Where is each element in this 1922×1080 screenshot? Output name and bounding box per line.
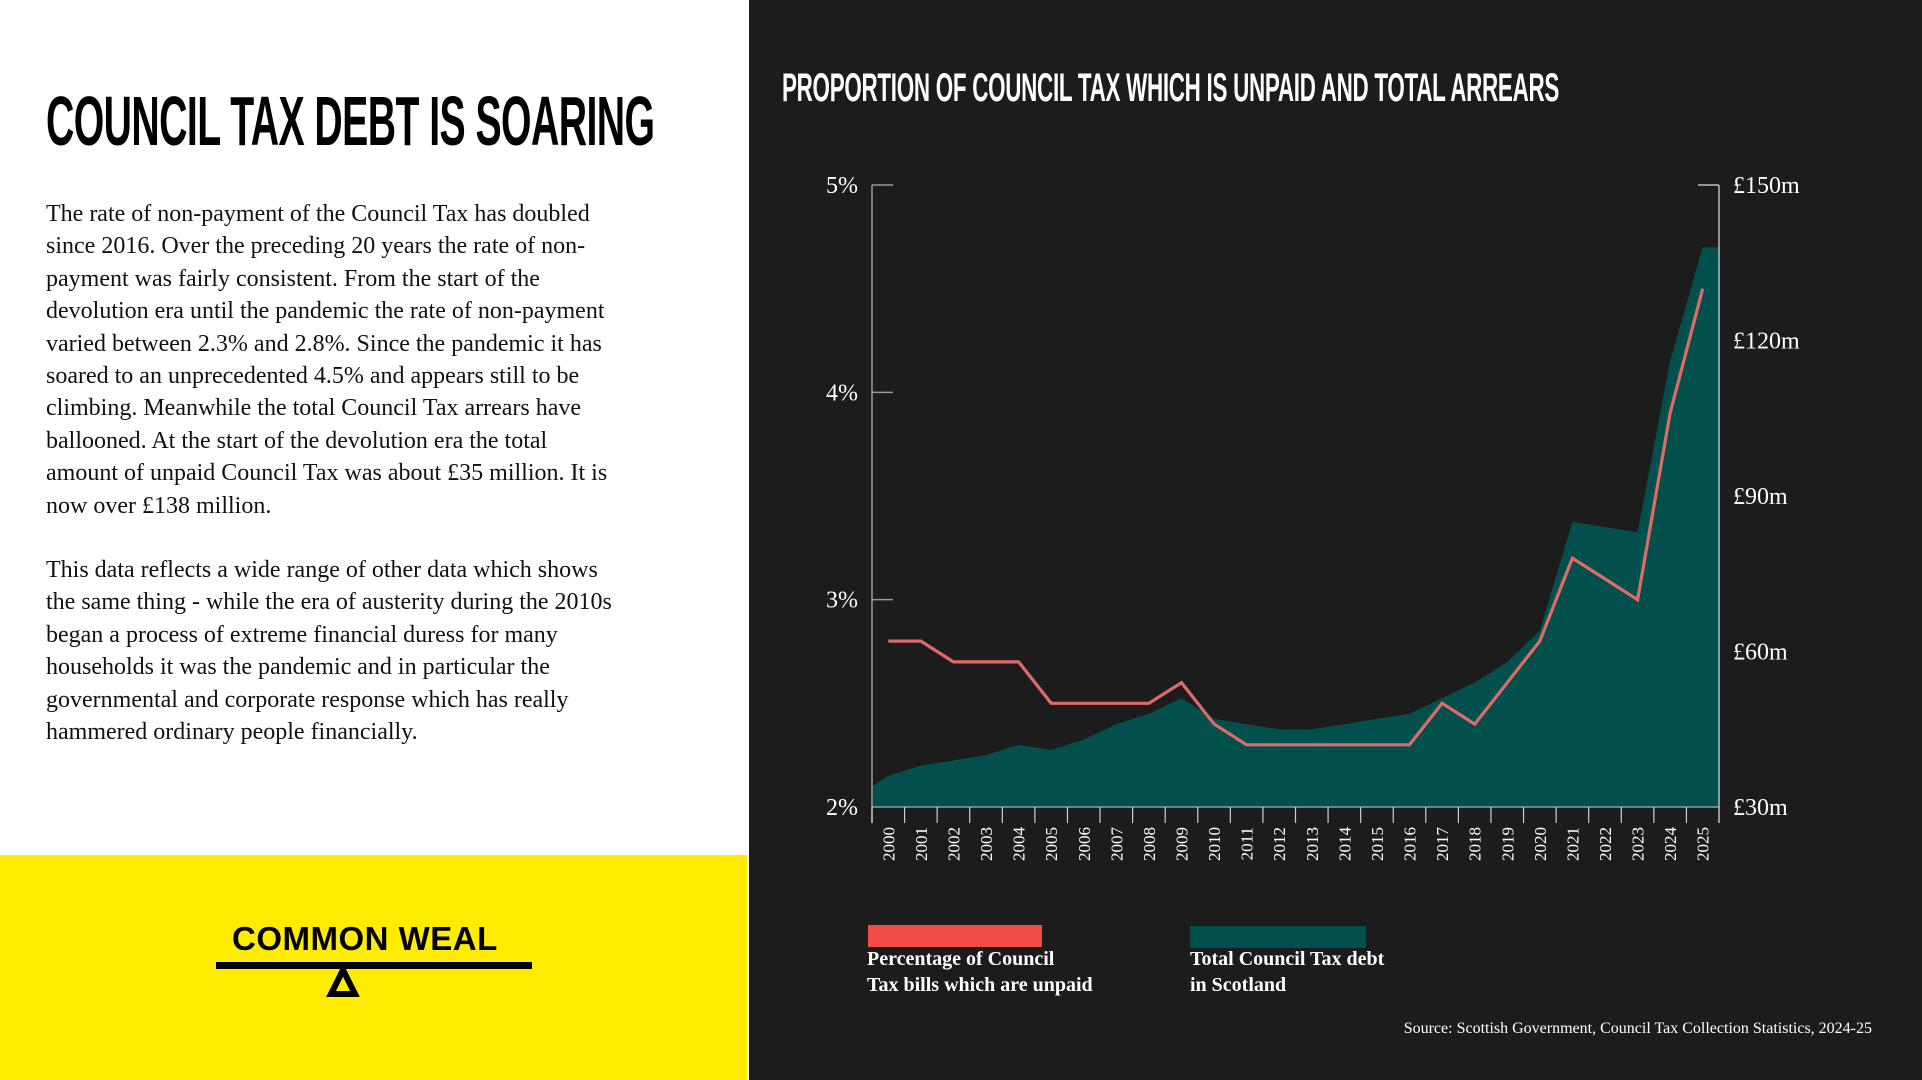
paragraph-line: ballooned. At the start of the devolutio…: [46, 427, 548, 454]
paragraph-line: governmental and corporate response whic…: [46, 686, 569, 713]
seesaw-balance-icon: [216, 962, 532, 997]
x-axis-label-2019: 2019: [1498, 827, 1517, 861]
left-axis-label: 3%: [826, 588, 858, 614]
left-axis-label: 5%: [826, 173, 858, 199]
paragraph-line: devolution era until the pandemic the ra…: [46, 298, 605, 325]
x-axis-label-2017: 2017: [1433, 827, 1452, 862]
legend-swatch-debt: [1190, 926, 1366, 948]
line-series-unpaid-percentage: [888, 288, 1705, 747]
x-axis-label-2021: 2021: [1563, 827, 1582, 861]
paragraph-line: This data reflects a wide range of other…: [46, 557, 598, 583]
x-axis-label-2009: 2009: [1172, 827, 1191, 861]
x-axis-label-2015: 2015: [1368, 827, 1387, 861]
x-axis-label-2024: 2024: [1661, 827, 1680, 862]
x-axis-label-2018: 2018: [1466, 827, 1485, 861]
page-heading: COUNCIL TAX DEBT IS SOARING: [46, 82, 655, 160]
x-axis-label-2005: 2005: [1042, 827, 1061, 861]
x-axis-label-2012: 2012: [1270, 827, 1289, 861]
logo-text: COMMON WEAL: [232, 920, 498, 957]
right-axis-label: £30m: [1733, 795, 1788, 821]
x-axis-label-2004: 2004: [1010, 827, 1029, 862]
common-weal-logo: COMMON WEAL: [216, 922, 532, 1002]
x-axis-label-2001: 2001: [912, 827, 931, 861]
x-axis-label-2023: 2023: [1629, 827, 1648, 861]
x-axis-label-2008: 2008: [1140, 827, 1159, 861]
x-axis-label-2010: 2010: [1205, 827, 1224, 861]
x-axis-label-2020: 2020: [1531, 827, 1550, 861]
chart-panel: [749, 0, 1922, 1080]
area-series-total-debt: [872, 247, 1719, 807]
paragraph-line: amount of unpaid Council Tax was about £…: [46, 460, 608, 487]
paragraph-line: began a process of extreme financial dur…: [46, 621, 558, 648]
x-axis-label-2007: 2007: [1107, 827, 1126, 862]
legend-swatch-unpaid: [868, 925, 1042, 947]
paragraph-line: the same thing - while the era of auster…: [46, 589, 612, 616]
x-axis-label-2002: 2002: [944, 827, 963, 861]
paragraph-line: soared to an unprecedented 4.5% and appe…: [46, 363, 580, 390]
x-axis-label-2006: 2006: [1075, 827, 1094, 861]
x-axis-label-2016: 2016: [1401, 827, 1420, 861]
legend-line: Percentage of Council: [867, 948, 1055, 970]
right-axis-label: £150m: [1733, 173, 1800, 199]
legend-label-unpaid: Percentage of Council Tax bills which ar…: [867, 946, 1093, 998]
left-axis-label: 2%: [826, 795, 858, 821]
legend-line: Total Council Tax debt: [1190, 948, 1385, 970]
right-axis-label: £90m: [1733, 484, 1788, 510]
paragraph-line: now over £138 million.: [46, 492, 272, 519]
legend-line: in Scotland: [1190, 974, 1287, 996]
legend-label-debt: Total Council Tax debt in Scotland: [1190, 946, 1384, 998]
paragraph-line: payment was fairly consistent. From the …: [46, 265, 540, 292]
paragraph-line: The rate of non-payment of the Council T…: [46, 201, 590, 227]
x-axis-label-2000: 2000: [879, 827, 898, 861]
x-axis-label-2011: 2011: [1238, 827, 1257, 860]
body-paragraph-2: This data reflects a wide range of other…: [46, 554, 736, 748]
x-axis-label-2025: 2025: [1694, 827, 1713, 861]
chart-title: PROPORTION OF COUNCIL TAX WHICH IS UNPAI…: [782, 66, 1560, 110]
right-axis-label: £60m: [1733, 640, 1788, 666]
paragraph-line: hammered ordinary people financially.: [46, 719, 418, 746]
x-axis-label-2003: 2003: [977, 827, 996, 861]
left-axis-label: 4%: [826, 380, 858, 406]
x-axis-label-2013: 2013: [1303, 827, 1322, 861]
paragraph-line: since 2016. Over the preceding 20 years …: [46, 233, 586, 260]
source-note: Source: Scottish Government, Council Tax…: [1403, 1020, 1872, 1037]
legend-line: Tax bills which are unpaid: [867, 974, 1093, 996]
right-axis-label: £120m: [1733, 329, 1800, 355]
x-axis-label-2014: 2014: [1335, 827, 1354, 862]
paragraph-line: varied between 2.3% and 2.8%. Since the …: [46, 330, 602, 357]
body-paragraph-1: The rate of non-payment of the Council T…: [46, 198, 736, 522]
paragraph-line: climbing. Meanwhile the total Council Ta…: [46, 395, 582, 422]
x-axis-label-2022: 2022: [1596, 827, 1615, 861]
paragraph-line: households it was the pandemic and in pa…: [46, 654, 550, 681]
